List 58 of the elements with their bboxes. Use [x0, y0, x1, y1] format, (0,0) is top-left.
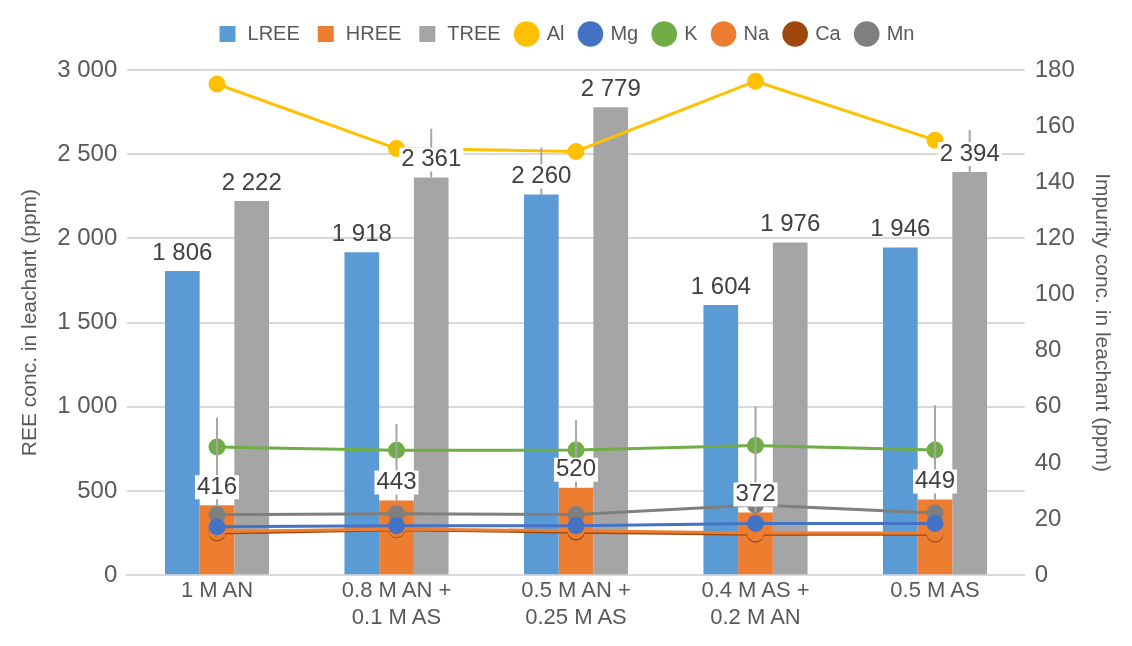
- data-label: 1 946: [870, 214, 931, 242]
- data-label: 1 604: [690, 271, 751, 299]
- y2-tick-label: 120: [1034, 223, 1075, 251]
- y-tick-label: 1 000: [57, 391, 118, 419]
- data-label: 372: [735, 479, 776, 507]
- point: [747, 72, 765, 90]
- y-tick-label: 1 500: [57, 307, 118, 335]
- y-tick-label: 0: [103, 559, 118, 587]
- y2-tick-label: 160: [1034, 110, 1075, 138]
- y2-tick-label: 100: [1034, 279, 1075, 307]
- data-label: 520: [555, 454, 597, 482]
- data-label: 1 806: [152, 237, 213, 265]
- y2-tick-label: 60: [1034, 391, 1062, 419]
- point: [208, 75, 226, 93]
- legend-label: Mn: [886, 21, 915, 44]
- point: [567, 517, 585, 535]
- data-label: 416: [196, 471, 238, 499]
- point: [567, 142, 585, 160]
- y2-tick-label: 20: [1034, 503, 1062, 531]
- point: [208, 518, 226, 536]
- legend-label: Ca: [815, 21, 842, 44]
- y2-tick-label: 0: [1034, 559, 1049, 587]
- data-label: 2 260: [511, 161, 572, 189]
- bar: [523, 194, 559, 575]
- bar: [593, 107, 629, 575]
- legend-label: LREE: [247, 21, 300, 44]
- y-tick-label: 2 000: [57, 223, 118, 251]
- legend-label: K: [684, 21, 699, 44]
- legend-label: Mg: [610, 21, 639, 44]
- y2-tick-label: 140: [1034, 166, 1075, 194]
- y2-tick-label: 180: [1034, 54, 1075, 82]
- point: [926, 515, 944, 533]
- x-tick-label: 1 M AN: [180, 577, 254, 603]
- data-label: 2 779: [580, 73, 641, 101]
- y2-tick-label: 80: [1034, 335, 1062, 363]
- y-tick-label: 3 000: [57, 54, 118, 82]
- legend-label: TREE: [447, 21, 501, 44]
- y2-axis-title: Impurity conc. in leachant (ppm): [1091, 173, 1115, 472]
- legend-label: Al: [546, 21, 565, 44]
- data-label: 2 222: [221, 167, 282, 195]
- x-tick-label: 0.8 M AN + 0.1 M AS: [341, 577, 452, 629]
- y-tick-label: 500: [77, 475, 118, 503]
- data-label: 2 394: [939, 138, 1000, 166]
- data-label: 1 918: [331, 218, 392, 246]
- point: [747, 515, 765, 533]
- x-tick-label: 0.4 M AS + 0.2 M AN: [701, 577, 810, 629]
- legend-label: Na: [743, 21, 771, 44]
- y2-tick-label: 40: [1034, 447, 1062, 475]
- data-label: 2 361: [401, 144, 462, 172]
- y-tick-label: 2 500: [57, 138, 118, 166]
- bar: [234, 201, 270, 575]
- y-axis-title: REE conc. in leachant (ppm): [17, 188, 41, 457]
- data-label: 443: [376, 467, 417, 495]
- x-tick-label: 0.5 M AN + 0.25 M AS: [521, 577, 631, 629]
- legend-label: HREE: [345, 21, 402, 44]
- x-tick-label: 0.5 M AS: [890, 577, 980, 603]
- data-label: 449: [914, 466, 956, 494]
- data-label: 1 976: [760, 209, 821, 237]
